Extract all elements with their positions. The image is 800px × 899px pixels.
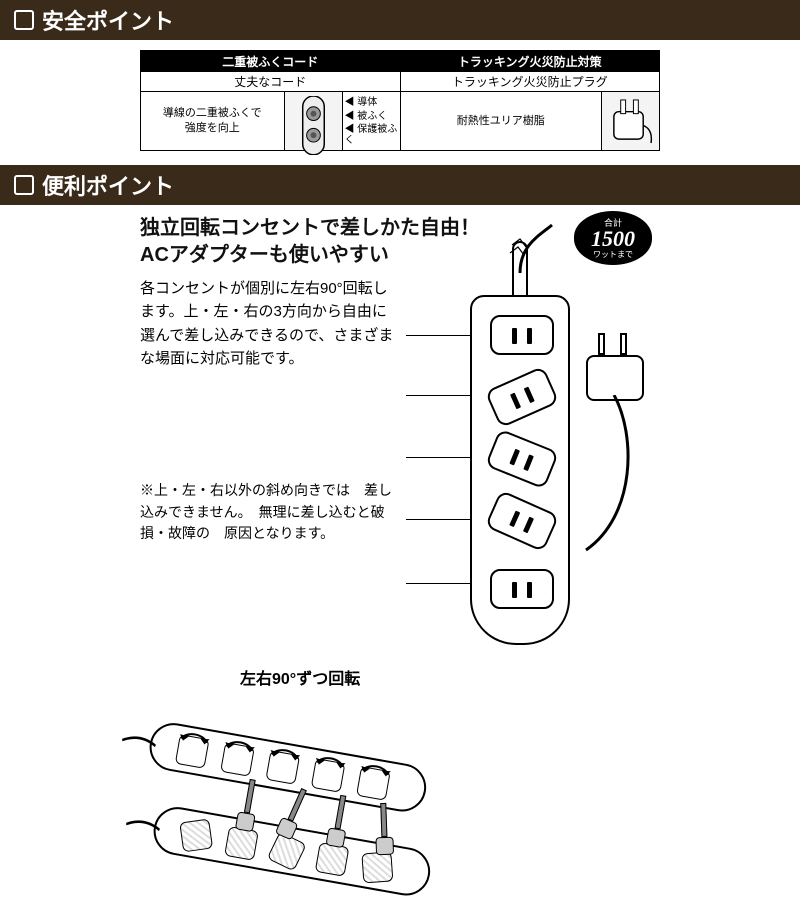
mini-outlet	[361, 851, 393, 883]
safety-col2-sub: トラッキング火災防止プラグ	[401, 72, 660, 92]
convenience-header-text: 便利ポイント	[42, 169, 174, 201]
convenience-paragraph: 各コンセントが個別に左右90°回転します。上・左・右の3方向から自由に選んで差し…	[140, 277, 400, 370]
cord-label-insulation: ◀ 被ふく	[345, 110, 398, 124]
mini-outlet	[224, 826, 259, 861]
safety-header-text: 安全ポイント	[42, 4, 174, 36]
tracking-plug-icon	[601, 92, 659, 150]
outlet-3	[485, 428, 559, 489]
mini-outlet	[315, 842, 350, 877]
cord-label-conductor: ◀ 導体	[345, 96, 398, 110]
power-strip-plugged-icon	[150, 803, 434, 899]
leader-line	[406, 457, 470, 458]
leader-line	[406, 395, 470, 396]
safety-col1-head: 二重被ふくコード	[141, 51, 400, 72]
leader-line	[406, 583, 470, 584]
leader-line	[406, 519, 470, 520]
badge-value: 1500	[591, 229, 635, 249]
mini-plug-icon	[325, 794, 352, 848]
safety-col1-body: 導線の二重被ふくで 強度を向上 ◀ 導体 ◀ 被ふく ◀ 保護被ふく	[141, 92, 400, 150]
side-plug-icon	[576, 335, 656, 425]
mini-plug-icon	[374, 803, 394, 856]
safety-col2-body: 耐熱性ユリア樹脂	[401, 92, 660, 150]
rotation-label: 左右90°ずつ回転	[240, 665, 360, 689]
safety-header: 安全ポイント	[0, 0, 800, 40]
wattage-badge: 合計 1500 ワットまで	[574, 211, 652, 265]
safety-col-cord: 二重被ふくコード 丈夫なコード 導線の二重被ふくで 強度を向上 ◀ 導体 ◀ 被…	[141, 51, 400, 150]
safety-col1-sub: 丈夫なコード	[141, 72, 400, 92]
leader-line	[406, 335, 470, 336]
badge-bottom: ワットまで	[593, 249, 633, 260]
mini-plug-icon	[275, 786, 313, 841]
cord-label-sheath: ◀ 保護被ふく	[345, 124, 398, 146]
cord-cross-section-icon	[284, 92, 342, 150]
convenience-note: ※上・左・右以外の斜め向きでは 差し込みできません。 無理に差し込むと破損・故障…	[140, 480, 400, 545]
safety-col1-text: 導線の二重被ふくで 強度を向上	[141, 92, 284, 150]
outlet-4	[485, 490, 560, 553]
strip-body	[470, 295, 570, 645]
mini-plug-icon	[235, 778, 262, 832]
safety-col2-text: 耐熱性ユリア樹脂	[401, 92, 602, 150]
safety-box: 二重被ふくコード 丈夫なコード 導線の二重被ふくで 強度を向上 ◀ 導体 ◀ 被…	[140, 50, 660, 151]
convenience-area: 合計 1500 ワットまで 独立回転コンセントで差しかた自由！ ACアダプターも…	[140, 215, 660, 835]
safety-col2-head: トラッキング火災防止対策	[401, 51, 660, 72]
outlet-1	[490, 315, 554, 355]
safety-col-plug: トラッキング火災防止対策 トラッキング火災防止プラグ 耐熱性ユリア樹脂	[400, 51, 660, 150]
convenience-header: 便利ポイント	[0, 165, 800, 205]
outlet-5	[490, 569, 554, 609]
outlet-2	[485, 366, 560, 429]
mini-outlet	[179, 819, 213, 853]
power-strip-main-icon	[470, 255, 570, 645]
